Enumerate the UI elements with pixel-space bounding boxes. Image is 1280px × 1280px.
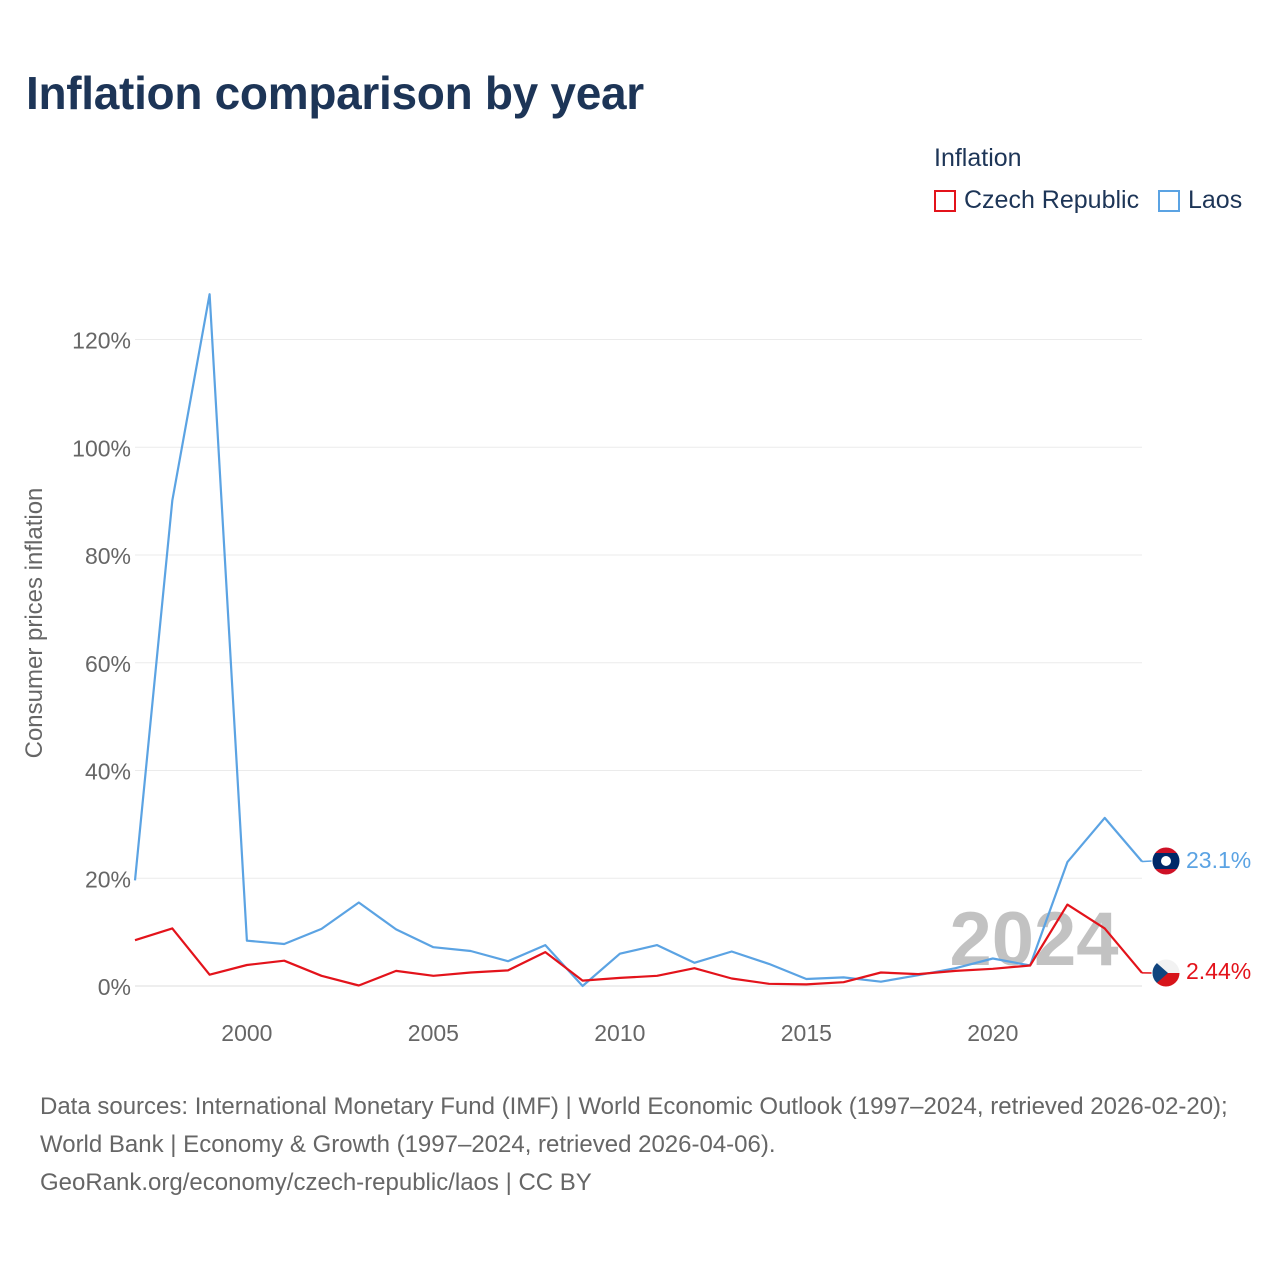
y-tick-label: 0% (98, 974, 131, 1000)
legend-label-czech-republic: Czech Republic (964, 186, 1140, 214)
legend-item-laos[interactable]: Laos (1158, 186, 1242, 215)
x-tick-label: 2015 (781, 1020, 832, 1046)
year-watermark: 2024 (949, 897, 1118, 982)
legend-title: Inflation (934, 144, 1022, 172)
laos-end-value-label: 23.1% (1186, 847, 1251, 873)
x-tick-label: 2010 (594, 1020, 645, 1046)
x-tick-label: 2020 (967, 1020, 1018, 1046)
data-sources-note: Data sources: International Monetary Fun… (40, 1093, 1228, 1158)
y-tick-label: 60% (85, 651, 131, 677)
legend-swatch-czech-republic (934, 189, 956, 212)
y-tick-label: 80% (85, 543, 131, 569)
y-tick-label: 20% (85, 866, 131, 892)
y-tick-label: 40% (85, 759, 131, 785)
czech-flag-ring (1151, 958, 1181, 988)
y-tick-label: 120% (72, 328, 131, 354)
end-connector-laos (1141, 860, 1153, 863)
czech-end-value-label: 2.44% (1186, 958, 1251, 984)
y-axis-label: Consumer prices inflation (21, 488, 48, 759)
y-tick-label: 100% (72, 435, 131, 461)
czech-flag-icon (1152, 959, 1180, 987)
legend-swatch-laos (1158, 189, 1180, 212)
x-tick-label: 2000 (221, 1020, 272, 1046)
laos-flag-ring (1151, 846, 1181, 876)
legend-label-laos: Laos (1188, 186, 1243, 214)
chart-footer: Data sources: International Monetary Fun… (40, 1088, 1250, 1202)
x-tick-label: 2005 (408, 1020, 459, 1046)
line-chart: Consumer prices inflation 0% 20% 40% 60% 80%… (21, 293, 1251, 1046)
legend-item-czech-republic[interactable]: Czech Republic (934, 186, 1139, 215)
chart-title: Inflation comparison by year (26, 67, 644, 119)
series-line-laos[interactable] (133, 293, 1143, 988)
source-link[interactable]: GeoRank.org/economy/czech-republic/laos … (40, 1169, 592, 1196)
laos-flag-icon (1152, 847, 1180, 875)
laos-flag-disc (1161, 856, 1171, 866)
series-line-czech-republic[interactable] (134, 903, 1143, 987)
